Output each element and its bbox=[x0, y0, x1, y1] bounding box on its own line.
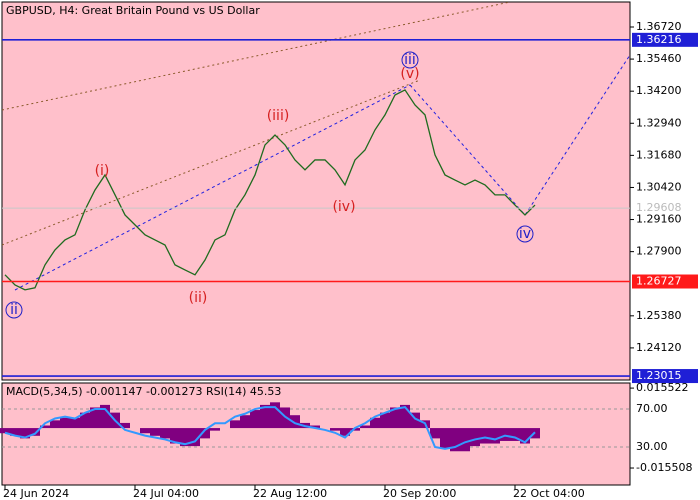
macd-bar bbox=[500, 428, 510, 441]
wave-line bbox=[409, 54, 631, 216]
macd-bar bbox=[290, 415, 300, 429]
x-tick-label: 24 Jun 2024 bbox=[3, 487, 69, 500]
macd-bar bbox=[410, 412, 420, 429]
level-label: 1.26727 bbox=[636, 275, 682, 288]
macd-bar bbox=[90, 407, 100, 429]
macd-bar bbox=[10, 428, 20, 436]
main-panel bbox=[1, 1, 631, 381]
macd-bar bbox=[240, 415, 250, 429]
macd-bar bbox=[230, 420, 240, 429]
macd-bar bbox=[80, 412, 90, 429]
price-line bbox=[4, 89, 536, 291]
macd-bar bbox=[250, 410, 260, 429]
rsi-line bbox=[4, 406, 536, 450]
macd-bar bbox=[270, 402, 280, 429]
macd-bar bbox=[520, 428, 530, 444]
macd-bar bbox=[480, 428, 490, 444]
y-tick-label: 1.30420 bbox=[636, 180, 682, 193]
macd-bar bbox=[390, 407, 400, 429]
macd-bar bbox=[70, 417, 80, 429]
wave-label: (i) bbox=[95, 163, 110, 179]
macd-bar bbox=[0, 428, 10, 434]
level-label-box bbox=[632, 32, 698, 47]
y-tick-label: -0.015508 bbox=[636, 461, 692, 474]
wave-label: (iii) bbox=[267, 108, 290, 124]
macd-bar bbox=[20, 428, 30, 439]
wave-label: iii bbox=[404, 52, 416, 68]
macd-bar bbox=[330, 428, 340, 431]
macd-bar bbox=[510, 428, 520, 441]
level-label: 1.29608 bbox=[636, 201, 682, 214]
macd-bar bbox=[180, 428, 190, 447]
macd-bar bbox=[210, 428, 220, 431]
macd-bar bbox=[440, 428, 450, 449]
macd-bar bbox=[340, 428, 350, 436]
macd-bar bbox=[470, 428, 480, 447]
x-tick-label: 22 Aug 12:00 bbox=[253, 487, 327, 500]
y-tick-label: 1.27900 bbox=[636, 245, 682, 258]
indicator-title: MACD(5,34,5) -0.001147 -0.001273 RSI(14)… bbox=[6, 385, 281, 398]
y-tick-label: 1.29160 bbox=[636, 213, 682, 226]
level-label: 1.36216 bbox=[636, 33, 682, 46]
chart-title: GBPUSD, H4: Great Britain Pound vs US Do… bbox=[6, 4, 260, 17]
macd-bar bbox=[310, 425, 320, 429]
y-tick-label: 1.36720 bbox=[636, 20, 682, 33]
x-tick-label: 22 Oct 04:00 bbox=[513, 487, 585, 500]
wave-label: (ii) bbox=[189, 290, 208, 306]
y-tick-label: 1.35460 bbox=[636, 52, 682, 65]
trend-line bbox=[1, 1, 511, 111]
y-tick-label: 1.24120 bbox=[636, 341, 682, 354]
macd-bar bbox=[380, 412, 390, 429]
wave-label: iv bbox=[519, 226, 531, 242]
y-tick-label: 1.32940 bbox=[636, 116, 682, 129]
y-tick-label: 1.31680 bbox=[636, 148, 682, 161]
x-tick-label: 24 Jul 04:00 bbox=[133, 487, 199, 500]
wave-label: (v) bbox=[400, 66, 419, 82]
y-tick-label: 0.015522 bbox=[636, 381, 689, 394]
macd-bar bbox=[370, 417, 380, 429]
macd-bar bbox=[450, 428, 460, 452]
level-label: 1.23015 bbox=[636, 369, 682, 382]
macd-bar bbox=[170, 428, 180, 444]
macd-bar bbox=[460, 428, 470, 452]
macd-bar bbox=[100, 404, 110, 429]
macd-bar bbox=[40, 425, 50, 429]
macd-bar bbox=[490, 428, 500, 444]
macd-bar bbox=[60, 417, 70, 429]
macd-bar bbox=[400, 404, 410, 429]
wave-circle bbox=[401, 51, 419, 69]
macd-bar bbox=[120, 422, 130, 429]
wave-line bbox=[14, 84, 411, 291]
y2-tick-label: 30.00 bbox=[636, 440, 668, 453]
macd-bar bbox=[260, 404, 270, 429]
macd-bar bbox=[140, 428, 150, 434]
macd-bar bbox=[160, 428, 170, 439]
macd-bar bbox=[30, 428, 40, 436]
level-label-box bbox=[632, 274, 698, 289]
y2-tick-label: 70.00 bbox=[636, 402, 668, 415]
wave-label: ii bbox=[10, 302, 18, 318]
y-tick-label: 1.34200 bbox=[636, 84, 682, 97]
macd-bar bbox=[150, 428, 160, 436]
macd-bar bbox=[50, 420, 60, 429]
wave-circle bbox=[516, 225, 534, 243]
x-tick-label: 20 Sep 20:00 bbox=[383, 487, 456, 500]
macd-bar bbox=[360, 425, 370, 429]
y-tick-label: 1.25380 bbox=[636, 309, 682, 322]
macd-bar bbox=[190, 428, 200, 447]
macd-bar bbox=[430, 428, 440, 439]
macd-bar bbox=[200, 428, 210, 439]
wave-label: (iv) bbox=[332, 199, 355, 215]
level-label-box bbox=[632, 369, 698, 384]
wave-circle bbox=[5, 301, 23, 319]
